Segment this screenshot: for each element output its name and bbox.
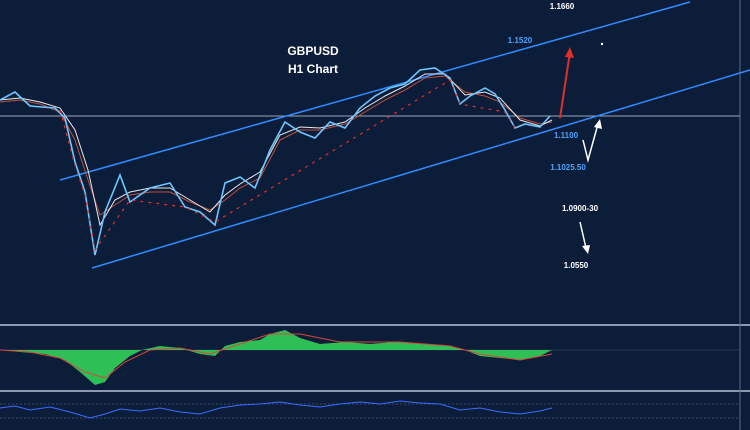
annotation: 1.0900-30 [562, 204, 599, 213]
chart-title: GBPUSD [287, 44, 339, 58]
channel-lower [91, 69, 750, 269]
moving-average [0, 75, 553, 216]
macd-histogram [0, 330, 552, 385]
arrow-zigzag-white [582, 123, 599, 163]
bearish-candles [59, 79, 516, 252]
channel-upper [59, 1, 691, 181]
arrowhead [582, 245, 590, 254]
annotation: 1.0550 [564, 261, 589, 270]
macd-signal [0, 333, 553, 379]
annotation: 1.1025.50 [550, 163, 586, 172]
arrow-up-red [559, 51, 571, 119]
dot [600, 42, 604, 46]
annotation: 1.1660 [550, 2, 575, 11]
moving-average [0, 73, 553, 227]
arrowhead [565, 47, 574, 58]
rsi-line [0, 400, 553, 419]
annotation: 1.1520 [508, 36, 533, 45]
arrow-down-white [579, 221, 587, 249]
arrowhead [594, 119, 602, 129]
annotation: 1.1100 [554, 131, 579, 140]
chart-subtitle: H1 Chart [288, 62, 338, 76]
